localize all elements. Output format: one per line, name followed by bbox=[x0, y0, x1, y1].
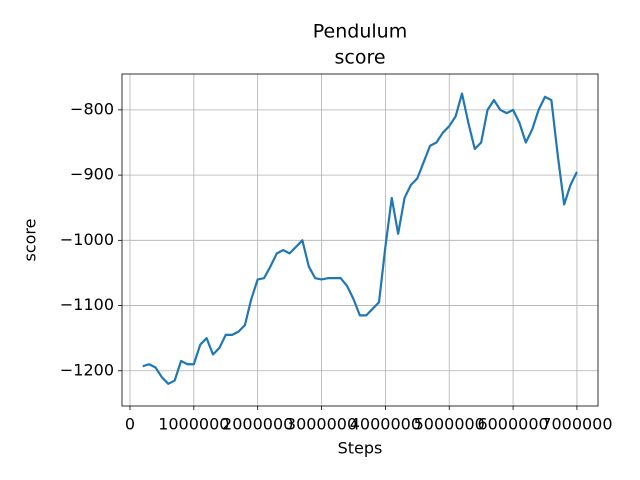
x-tick-label: 1000000 bbox=[158, 415, 229, 434]
y-tick-label: −1100 bbox=[60, 295, 114, 314]
x-tick-label: 3000000 bbox=[286, 415, 357, 434]
y-tick-label: −900 bbox=[70, 165, 114, 184]
plot-frame bbox=[121, 73, 599, 407]
x-axis-label: Steps bbox=[338, 439, 383, 458]
x-tick-label: 4000000 bbox=[350, 415, 421, 434]
x-tick-label: 2000000 bbox=[222, 415, 293, 434]
x-tick-label: 6000000 bbox=[477, 415, 548, 434]
x-tick-label: 7000000 bbox=[541, 415, 612, 434]
x-tick-label: 5000000 bbox=[414, 415, 485, 434]
x-tick-label: 0 bbox=[125, 415, 135, 434]
chart-title: Pendulum bbox=[313, 21, 407, 43]
chart-subtitle: score bbox=[334, 47, 385, 69]
y-tick-label: −1200 bbox=[60, 360, 114, 379]
line-series bbox=[142, 92, 578, 385]
y-axis-label: score bbox=[21, 219, 40, 262]
y-tick-label: −800 bbox=[70, 99, 114, 118]
y-tick-label: −1000 bbox=[60, 230, 114, 249]
